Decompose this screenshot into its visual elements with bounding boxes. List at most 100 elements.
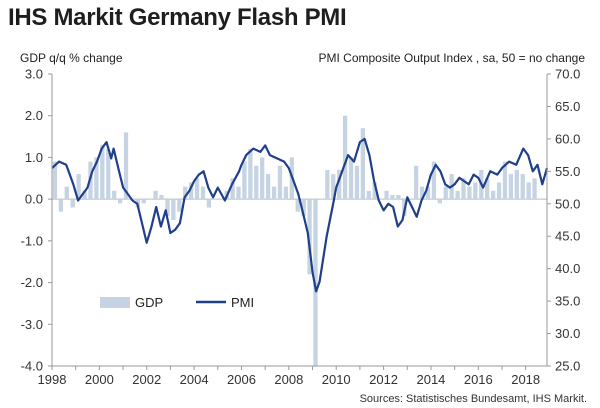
right-tick-label: 35.0 (555, 294, 580, 309)
gdp-bar (532, 178, 537, 200)
x-tick-label: 2006 (227, 372, 256, 387)
gdp-bar (200, 186, 206, 200)
gdp-bar (189, 182, 194, 200)
gdp-bar (384, 190, 389, 200)
gdp-bar (348, 157, 354, 200)
gdp-bar (159, 194, 164, 200)
gdp-bar (538, 199, 543, 200)
pmi-line (51, 137, 549, 293)
gdp-bar (123, 132, 129, 200)
pmi-line-layer (51, 137, 549, 293)
gdp-bar (526, 182, 531, 200)
gdp-bar (425, 186, 431, 200)
gdp-bar (230, 178, 235, 200)
left-axis-label: GDP q/q % change (20, 51, 123, 65)
x-tick-label: 2000 (85, 372, 114, 387)
source-note: Sources: Statistisches Bundesamt, IHS Ma… (360, 393, 587, 405)
right-tick-label: 55.0 (555, 164, 580, 179)
gdp-bar (461, 178, 466, 200)
gdp-bar (467, 186, 472, 200)
gdp-bar (360, 128, 365, 200)
gdp-bar (396, 194, 401, 200)
legend-gdp-label: GDP (135, 295, 163, 310)
gdp-bar (520, 174, 525, 200)
gdp-bar (112, 190, 117, 200)
gdp-bar (378, 199, 383, 200)
left-tick-label: -1.0 (21, 233, 43, 248)
gdp-bar (171, 199, 176, 220)
gdp-bar (325, 169, 330, 200)
x-tick-label: 2008 (274, 372, 303, 387)
gdp-bar (218, 199, 223, 200)
gdp-bar (271, 186, 277, 200)
gdp-bar (106, 149, 111, 200)
gdp-bar (236, 186, 241, 200)
gdp-bar (514, 169, 519, 200)
gdp-bar (277, 165, 283, 200)
gdp-bar (455, 190, 460, 200)
gdp-bar (212, 199, 217, 200)
gdp-bar (248, 149, 253, 200)
right-tick-label: 60.0 (555, 131, 580, 146)
gdp-bar (331, 174, 336, 200)
gdp-bar (52, 161, 58, 200)
gdp-bar (431, 161, 437, 200)
gdp-bar (295, 199, 300, 212)
x-tick-label: 2012 (369, 372, 398, 387)
gdp-bar (242, 161, 247, 200)
gdp-bar (319, 199, 324, 200)
gdp-bar (177, 199, 182, 212)
gdp-bar (342, 115, 348, 200)
gdp-bar (58, 199, 64, 212)
gdp-bar (206, 199, 212, 208)
gdp-bar (94, 157, 99, 200)
x-tick-label: 2018 (511, 372, 540, 387)
gdp-bar (508, 174, 514, 200)
gdp-bar (372, 182, 377, 200)
gdp-bar (183, 186, 188, 200)
gdp-bar (165, 199, 170, 216)
right-axis-label: PMI Composite Output Index , sa, 50 = no… (319, 51, 586, 65)
left-tick-label: 3.0 (25, 67, 43, 82)
gdp-bar (194, 178, 200, 200)
gdp-bar (337, 169, 342, 200)
left-tick-label: 2.0 (25, 108, 43, 123)
x-tick-label: 2002 (132, 372, 161, 387)
left-tick-label: -3.0 (21, 317, 43, 332)
gdp-bar (414, 165, 419, 200)
gdp-bar (265, 174, 271, 200)
gdp-bar (390, 194, 395, 200)
gdp-bar (366, 190, 371, 200)
axes: 3.0 2.0 1.0 0.0 -1.0 -2.0 -3.0 -4.0 70.0 65.0 60.0… (21, 67, 581, 388)
gdp-bar (283, 186, 289, 200)
legend: GDP PMI (100, 295, 254, 310)
gdp-bar (117, 199, 123, 204)
gdp-bar (307, 199, 312, 275)
gdp-bar (473, 182, 478, 200)
right-tick-label: 25.0 (555, 359, 580, 374)
gdp-bar (147, 199, 152, 200)
right-tick-label: 65.0 (555, 99, 580, 114)
left-tick-label: 1.0 (25, 150, 43, 165)
gdp-bar (82, 190, 87, 200)
x-tick-label: 2004 (180, 372, 209, 387)
right-tick-label: 40.0 (555, 261, 580, 276)
left-tick-label: 0.0 (25, 192, 43, 207)
right-tick-label: 70.0 (555, 67, 580, 82)
right-tick-label: 30.0 (555, 326, 580, 341)
gdp-bar (64, 186, 69, 200)
gdp-bar (301, 199, 306, 216)
gdp-bar (443, 186, 448, 200)
right-tick-label: 45.0 (555, 229, 580, 244)
x-tick-label: 2014 (416, 372, 445, 387)
legend-pmi-label: PMI (231, 295, 254, 310)
gdp-bar (354, 165, 360, 200)
right-tick-label: 50.0 (555, 196, 580, 211)
gdp-bar (419, 186, 425, 200)
gdp-bar (437, 199, 442, 204)
gdp-bar (502, 161, 508, 200)
gdp-bar (153, 190, 158, 200)
x-tick-label: 2010 (322, 372, 351, 387)
x-tick-label: 1998 (38, 372, 67, 387)
